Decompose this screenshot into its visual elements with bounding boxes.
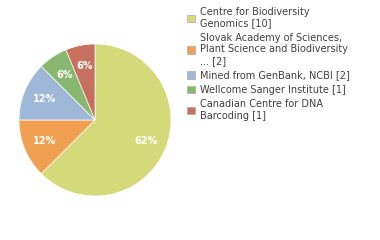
Wedge shape xyxy=(66,44,95,120)
Text: 6%: 6% xyxy=(56,70,73,79)
Legend: Centre for Biodiversity
Genomics [10], Slovak Academy of Sciences,
Plant Science: Centre for Biodiversity Genomics [10], S… xyxy=(185,5,352,123)
Wedge shape xyxy=(19,66,95,120)
Text: 12%: 12% xyxy=(33,94,56,104)
Text: 62%: 62% xyxy=(134,136,157,146)
Wedge shape xyxy=(41,44,171,196)
Text: 6%: 6% xyxy=(76,61,93,71)
Wedge shape xyxy=(41,50,95,120)
Text: 12%: 12% xyxy=(33,136,56,146)
Wedge shape xyxy=(19,120,95,174)
